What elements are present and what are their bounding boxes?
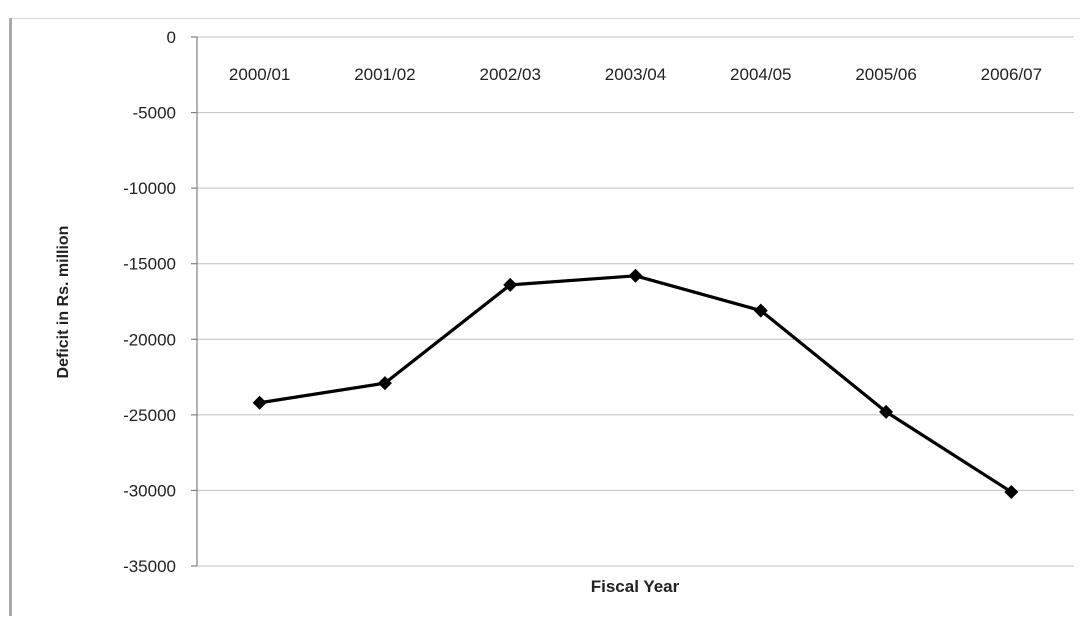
data-point-marker (1004, 484, 1019, 499)
y-axis-title: Deficit in Rs. million (55, 226, 72, 379)
y-tick-labels: 0 -5000 -10000 -15000 -20000 -25000 -30000 -350… (123, 28, 176, 576)
y-tick-label: -30000 (123, 481, 176, 500)
data-point-marker (503, 277, 518, 292)
x-tick-label: 2002/03 (479, 65, 540, 84)
x-tick-labels: 2000/01 2001/02 2002/03 2003/04 2004/05 2005/… (229, 65, 1042, 84)
data-point-marker (628, 268, 643, 283)
data-point-marker (252, 395, 267, 410)
y-tick-label: 0 (167, 28, 176, 47)
frame-left-border (9, 18, 12, 616)
x-axis-title: Fiscal Year (591, 577, 680, 596)
y-tick-label: -20000 (123, 330, 176, 349)
y-tick-label: -35000 (123, 557, 176, 576)
y-tick-label: -15000 (123, 255, 176, 274)
x-tick-label: 2006/07 (981, 65, 1042, 84)
axes (191, 36, 198, 567)
data-point-marker (377, 376, 392, 391)
data-point-marker (879, 404, 894, 419)
x-tick-label: 2001/02 (354, 65, 415, 84)
x-tick-label: 2000/01 (229, 65, 290, 84)
x-tick-label: 2004/05 (730, 65, 791, 84)
gridlines (197, 36, 1074, 567)
data-point-marker (753, 303, 768, 318)
x-tick-label: 2003/04 (605, 65, 666, 84)
series-layer (252, 268, 1019, 499)
series-line (259, 274, 1013, 494)
y-tick-label: -25000 (123, 406, 176, 425)
x-tick-label: 2005/06 (855, 65, 916, 84)
frame-top-border (12, 18, 1080, 19)
y-tick-label: -10000 (123, 179, 176, 198)
y-tick-label: -5000 (133, 104, 176, 123)
